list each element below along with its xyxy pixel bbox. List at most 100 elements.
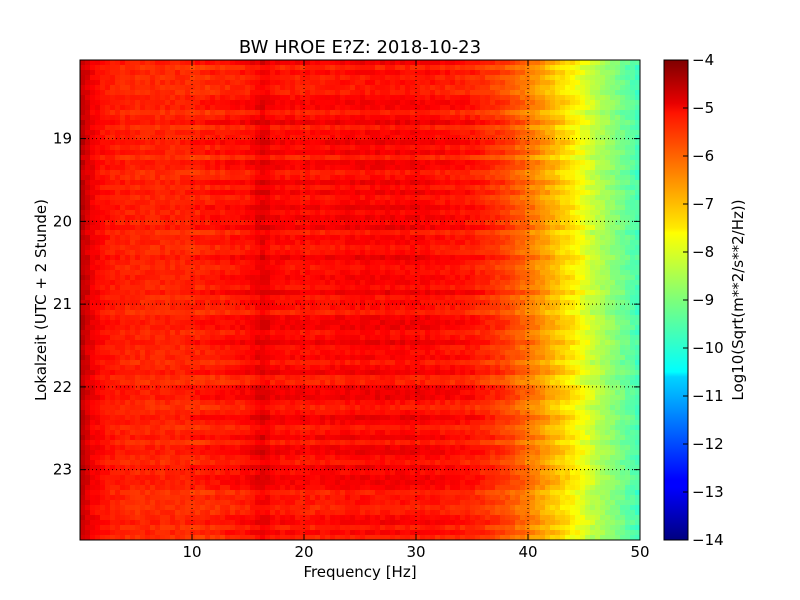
heatmap-cell: [445, 230, 451, 236]
heatmap-cell: [330, 95, 336, 101]
heatmap-cell: [595, 160, 601, 166]
heatmap-cell: [590, 260, 596, 266]
heatmap-cell: [375, 205, 381, 211]
heatmap-cell: [320, 95, 326, 101]
heatmap-cell: [540, 240, 546, 246]
heatmap-cell: [530, 195, 536, 201]
heatmap-cell: [125, 155, 131, 161]
heatmap-cell: [320, 160, 326, 166]
heatmap-cell: [515, 85, 521, 91]
heatmap-cell: [445, 220, 451, 226]
heatmap-cell: [280, 65, 286, 71]
heatmap-cell: [610, 145, 616, 151]
heatmap-cell: [580, 275, 586, 281]
heatmap-cell: [85, 205, 91, 211]
heatmap-cell: [495, 260, 501, 266]
heatmap-cell: [130, 175, 136, 181]
heatmap-cell: [275, 105, 281, 111]
heatmap-cell: [230, 155, 236, 161]
heatmap-cell: [105, 140, 111, 146]
heatmap-cell: [100, 175, 106, 181]
heatmap-cell: [485, 105, 491, 111]
heatmap-cell: [225, 125, 231, 131]
heatmap-cell: [535, 90, 541, 96]
heatmap-cell: [100, 125, 106, 131]
heatmap-cell: [80, 60, 86, 66]
heatmap-cell: [410, 275, 416, 281]
heatmap-cell: [590, 225, 596, 231]
heatmap-cell: [315, 225, 321, 231]
heatmap-cell: [205, 255, 211, 261]
heatmap-cell: [550, 235, 556, 241]
heatmap-cell: [150, 210, 156, 216]
heatmap-cell: [125, 175, 131, 181]
heatmap-cell: [235, 165, 241, 171]
heatmap-cell: [580, 85, 586, 91]
heatmap-cell: [615, 155, 621, 161]
heatmap-cell: [590, 65, 596, 71]
heatmap-cell: [185, 205, 191, 211]
heatmap-cell: [565, 215, 571, 221]
heatmap-cell: [280, 115, 286, 121]
heatmap-cell: [445, 255, 451, 261]
heatmap-cell: [635, 60, 640, 66]
heatmap-cell: [80, 265, 86, 271]
heatmap-cell: [105, 190, 111, 196]
heatmap-cell: [130, 180, 136, 186]
heatmap-cell: [435, 220, 441, 226]
heatmap-cell: [205, 260, 211, 266]
heatmap-cell: [540, 115, 546, 121]
heatmap-cell: [105, 145, 111, 151]
heatmap-cell: [605, 255, 611, 261]
heatmap-cell: [450, 110, 456, 116]
heatmap-cell: [220, 185, 226, 191]
heatmap-cell: [325, 280, 331, 286]
heatmap-cell: [160, 90, 166, 96]
heatmap-cell: [240, 95, 246, 101]
heatmap-cell: [195, 255, 201, 261]
heatmap-cell: [325, 175, 331, 181]
heatmap-cell: [400, 250, 406, 256]
heatmap-cell: [225, 185, 231, 191]
heatmap-cell: [450, 130, 456, 136]
heatmap-cell: [340, 190, 346, 196]
heatmap-cell: [335, 155, 341, 161]
heatmap-cell: [540, 150, 546, 156]
heatmap-cell: [465, 200, 471, 206]
heatmap-cell: [460, 235, 466, 241]
heatmap-cell: [270, 190, 276, 196]
heatmap-cell: [165, 105, 171, 111]
heatmap-cell: [620, 260, 626, 266]
heatmap-cell: [145, 120, 151, 126]
heatmap-cell: [270, 280, 276, 286]
heatmap-cell: [370, 130, 376, 136]
heatmap-cell: [630, 130, 636, 136]
heatmap-cell: [380, 135, 386, 141]
heatmap-cell: [390, 255, 396, 261]
heatmap-cell: [185, 135, 191, 141]
heatmap-cell: [420, 115, 426, 121]
heatmap-cell: [115, 140, 121, 146]
heatmap-cell: [95, 200, 101, 206]
heatmap-cell: [120, 260, 126, 266]
heatmap-cell: [535, 260, 541, 266]
heatmap-cell: [115, 275, 121, 281]
heatmap-cell: [400, 135, 406, 141]
heatmap-cell: [390, 245, 396, 251]
heatmap-cell: [225, 160, 231, 166]
heatmap-cell: [235, 280, 241, 286]
heatmap-cell: [325, 100, 331, 106]
heatmap-cell: [450, 105, 456, 111]
heatmap-cell: [540, 215, 546, 221]
heatmap-cell: [260, 235, 266, 241]
heatmap-cell: [235, 270, 241, 276]
heatmap-cell: [510, 115, 516, 121]
heatmap-cell: [220, 160, 226, 166]
heatmap-cell: [320, 200, 326, 206]
heatmap-cell: [580, 255, 586, 261]
heatmap-cell: [630, 65, 636, 71]
heatmap-cell: [470, 170, 476, 176]
heatmap-cell: [585, 130, 591, 136]
heatmap-cell: [380, 185, 386, 191]
heatmap-cell: [600, 185, 606, 191]
